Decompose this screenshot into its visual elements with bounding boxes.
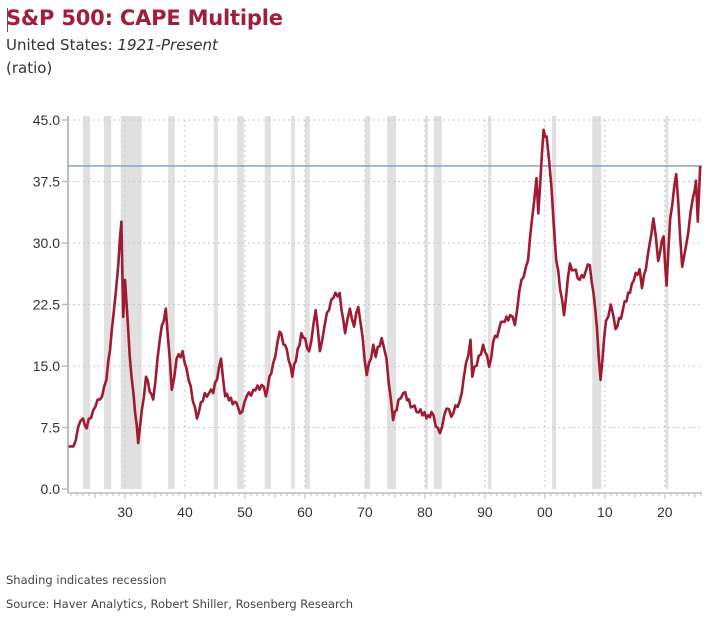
recession-band: [264, 116, 271, 489]
recession-band: [424, 116, 428, 489]
recession-band: [665, 116, 669, 489]
recession-band: [552, 116, 557, 489]
x-tick-label: 10: [597, 504, 613, 520]
subtitle-range: 1921-Present: [117, 36, 218, 54]
recession-band: [364, 116, 371, 489]
x-tick-label: 50: [237, 504, 253, 520]
recession-band: [433, 116, 442, 489]
y-tick-label: 7.5: [41, 420, 61, 436]
recession-band: [82, 116, 91, 489]
recession-band: [213, 116, 218, 489]
x-tick-label: 30: [117, 504, 133, 520]
recession-band: [487, 116, 492, 489]
y-tick-label: 15.0: [33, 358, 60, 374]
cape-series-line: [68, 128, 702, 448]
x-tick-label: 40: [177, 504, 193, 520]
text-cursor: [7, 8, 8, 32]
y-tick-label: 37.5: [33, 174, 60, 190]
recession-note: Shading indicates recession: [6, 573, 167, 587]
x-tick-label: 00: [537, 504, 553, 520]
y-tick-label: 0.0: [41, 481, 61, 497]
cape-chart: 0.0 7.5 15.0 22.5 30.0 37.5 45.0 30 40 50 60 70 80 90…: [33, 112, 702, 520]
y-tick-label: 22.5: [33, 297, 60, 313]
recession-band: [103, 116, 112, 489]
y-tick-label: 30.0: [33, 235, 60, 251]
x-tick-label: 90: [477, 504, 493, 520]
source-note: Source: Haver Analytics, Robert Shiller,…: [6, 597, 354, 611]
chart-units: (ratio): [6, 59, 53, 77]
x-tick-label: 20: [657, 504, 673, 520]
recession-band: [387, 116, 397, 489]
chart-subtitle: United States: 1921-Present: [6, 36, 218, 54]
y-tick-label: 45.0: [33, 112, 60, 128]
x-tick-label: 80: [417, 504, 433, 520]
recession-band: [304, 116, 310, 489]
recession-band: [120, 116, 142, 489]
recession-band: [592, 116, 602, 489]
recession-band: [291, 116, 295, 489]
chart-title: S&P 500: CAPE Multiple: [6, 6, 283, 30]
gridlines: [68, 119, 702, 489]
series-layer: [68, 128, 702, 448]
recession-band: [168, 116, 175, 489]
axes: 0.0 7.5 15.0 22.5 30.0 37.5 45.0 30 40 50 60 70 80 90…: [33, 112, 702, 520]
recession-shading: [82, 116, 669, 489]
x-tick-label: 60: [297, 504, 313, 520]
subtitle-prefix: United States:: [6, 36, 118, 54]
x-tick-label: 70: [357, 504, 373, 520]
recession-band: [237, 116, 244, 489]
